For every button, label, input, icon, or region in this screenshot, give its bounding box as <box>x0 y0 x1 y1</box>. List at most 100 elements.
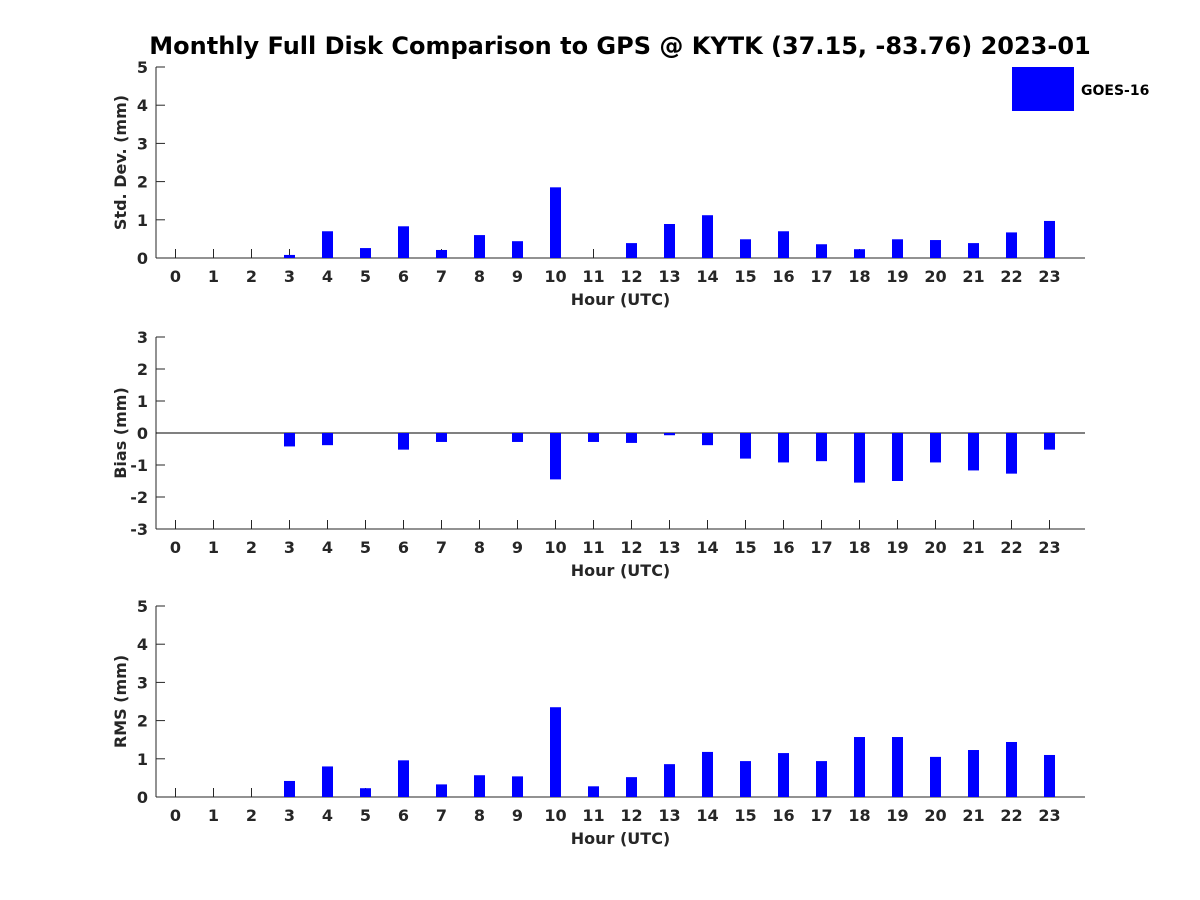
bar-hour-7 <box>436 784 447 797</box>
x-tick-label: 21 <box>962 538 984 557</box>
x-tick-label: 7 <box>436 267 447 286</box>
x-tick-label: 21 <box>962 267 984 286</box>
x-tick-label: 4 <box>322 267 333 286</box>
bar-hour-6 <box>398 433 409 450</box>
bar-hour-5 <box>360 788 371 797</box>
y-tick-label: 0 <box>137 424 148 443</box>
x-tick-label: 7 <box>436 538 447 557</box>
x-tick-label: 22 <box>1000 267 1022 286</box>
bar-hour-14 <box>702 215 713 258</box>
bar-hour-9 <box>512 241 523 258</box>
x-tick-label: 17 <box>810 538 832 557</box>
x-tick-label: 10 <box>544 806 566 825</box>
chart-title: Monthly Full Disk Comparison to GPS @ KY… <box>149 32 1090 60</box>
bar-hour-22 <box>1006 741 1017 797</box>
legend-swatch <box>1012 67 1074 111</box>
x-tick-label: 22 <box>1000 538 1022 557</box>
bar-hour-17 <box>816 761 827 797</box>
bar-hour-6 <box>398 760 409 797</box>
bar-hour-19 <box>892 737 903 797</box>
x-tick-label: 4 <box>322 538 333 557</box>
x-tick-label: 1 <box>208 538 219 557</box>
x-tick-label: 19 <box>886 806 908 825</box>
x-tick-label: 14 <box>696 538 718 557</box>
x-tick-label: 17 <box>810 267 832 286</box>
bar-hour-15 <box>740 239 751 258</box>
bar-hour-18 <box>854 433 865 483</box>
legend-label: GOES-16 <box>1081 83 1149 99</box>
bar-hour-21 <box>968 243 979 258</box>
x-tick-label: 8 <box>474 267 485 286</box>
bar-hour-17 <box>816 433 827 462</box>
x-tick-label: 10 <box>544 267 566 286</box>
bar-hour-17 <box>816 244 827 258</box>
bar-hour-11 <box>588 786 599 797</box>
x-tick-label: 8 <box>474 538 485 557</box>
bar-hour-14 <box>702 433 713 446</box>
x-axis-label: Hour (UTC) <box>571 290 671 309</box>
bar-hour-15 <box>740 433 751 459</box>
bar-hour-13 <box>664 224 675 258</box>
x-tick-label: 16 <box>772 538 794 557</box>
x-tick-label: 15 <box>734 538 756 557</box>
x-tick-label: 18 <box>848 538 870 557</box>
x-tick-label: 14 <box>696 267 718 286</box>
x-tick-label: 0 <box>170 806 181 825</box>
bar-hour-7 <box>436 249 447 258</box>
x-tick-label: 22 <box>1000 806 1022 825</box>
bar-hour-12 <box>626 243 637 258</box>
x-tick-label: 9 <box>512 538 523 557</box>
x-axis-label: Hour (UTC) <box>571 829 671 848</box>
x-tick-label: 9 <box>512 267 523 286</box>
x-tick-label: 21 <box>962 806 984 825</box>
bar-hour-12 <box>626 777 637 797</box>
x-tick-label: 10 <box>544 538 566 557</box>
bar-hour-16 <box>778 753 789 797</box>
bar-hour-5 <box>360 248 371 258</box>
bar-hour-19 <box>892 433 903 481</box>
bar-hour-8 <box>474 775 485 797</box>
bar-hour-3 <box>284 780 295 797</box>
bar-hour-22 <box>1006 232 1017 258</box>
y-tick-label: 2 <box>137 173 148 192</box>
x-tick-label: 20 <box>924 267 946 286</box>
bar-hour-21 <box>968 433 979 471</box>
y-tick-label: 2 <box>137 712 148 731</box>
x-tick-label: 4 <box>322 806 333 825</box>
y-axis-label: Std. Dev. (mm) <box>111 95 130 230</box>
y-tick-label: -2 <box>130 488 148 507</box>
x-tick-label: 17 <box>810 806 832 825</box>
x-tick-label: 20 <box>924 538 946 557</box>
bar-hour-4 <box>322 766 333 797</box>
x-tick-label: 5 <box>360 538 371 557</box>
y-tick-label: 3 <box>137 134 148 153</box>
bar-hour-21 <box>968 750 979 797</box>
x-tick-label: 1 <box>208 267 219 286</box>
x-tick-label: 16 <box>772 806 794 825</box>
bar-hour-22 <box>1006 433 1017 474</box>
bar-hour-9 <box>512 776 523 797</box>
bar-hour-23 <box>1044 754 1055 797</box>
y-tick-label: 3 <box>137 673 148 692</box>
x-tick-label: 15 <box>734 806 756 825</box>
bar-hour-10 <box>550 707 561 797</box>
bar-hour-16 <box>778 231 789 258</box>
bar-hour-8 <box>474 235 485 258</box>
x-tick-label: 5 <box>360 806 371 825</box>
bar-hour-12 <box>626 433 637 443</box>
x-axis-label: Hour (UTC) <box>571 561 671 580</box>
bar-hour-13 <box>664 433 675 436</box>
bar-hour-18 <box>854 249 865 258</box>
x-tick-label: 12 <box>620 267 642 286</box>
y-tick-label: -1 <box>130 456 148 475</box>
x-tick-label: 2 <box>246 267 257 286</box>
x-tick-label: 11 <box>582 267 604 286</box>
y-tick-label: 1 <box>137 750 148 769</box>
x-tick-label: 16 <box>772 267 794 286</box>
bar-hour-7 <box>436 433 447 442</box>
y-tick-label: 4 <box>137 635 148 654</box>
x-tick-label: 3 <box>284 538 295 557</box>
